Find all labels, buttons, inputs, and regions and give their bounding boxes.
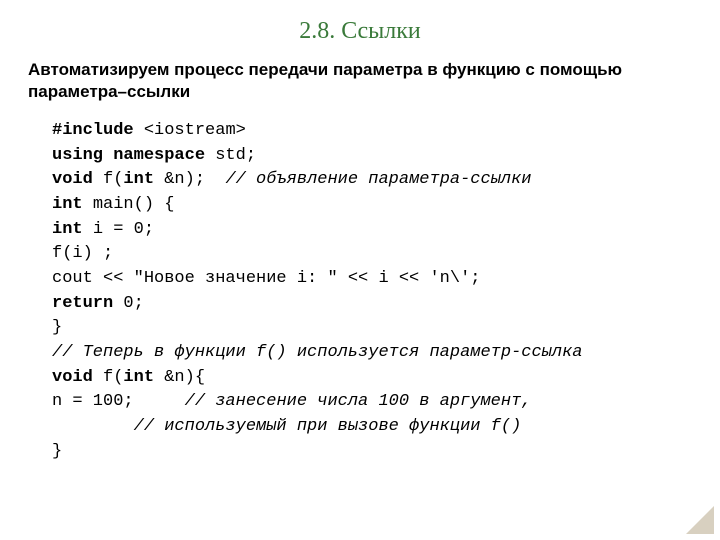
code-text: <iostream> [144, 121, 246, 140]
code-keyword: void [52, 368, 103, 387]
intro-text: Автоматизируем процесс передачи параметр… [28, 59, 692, 103]
code-keyword: #include [52, 121, 144, 140]
code-text: std; [215, 146, 256, 165]
code-keyword: using namespace [52, 146, 215, 165]
code-text: 0; [123, 294, 143, 313]
code-text: n = 100; [52, 392, 185, 411]
section-title: 2.8. Ссылки [28, 18, 692, 45]
code-text: &n); [164, 170, 225, 189]
code-keyword: int [123, 170, 164, 189]
code-keyword: int [52, 195, 93, 214]
code-comment: // объявление параметра-ссылки [225, 170, 531, 189]
code-text: f( [103, 368, 123, 387]
code-keyword: void [52, 170, 103, 189]
code-keyword: return [52, 294, 123, 313]
code-comment: // Теперь в функции f() используется пар… [52, 343, 583, 362]
code-text: f(i) ; [52, 244, 113, 263]
code-text: f( [103, 170, 123, 189]
code-block: #include <iostream> using namespace std;… [28, 119, 692, 464]
code-text: main() { [93, 195, 175, 214]
code-comment: // используемый при вызове функции f() [52, 417, 521, 436]
code-keyword: int [123, 368, 164, 387]
code-text: &n){ [164, 368, 205, 387]
code-comment: // занесение числа 100 в аргумент, [185, 392, 532, 411]
code-text: i = 0; [93, 220, 154, 239]
page-corner [686, 506, 714, 534]
code-text: cout << "Новое значение i: " << i << 'n\… [52, 269, 480, 288]
code-text: } [52, 442, 62, 461]
code-text: } [52, 318, 62, 337]
code-keyword: int [52, 220, 93, 239]
